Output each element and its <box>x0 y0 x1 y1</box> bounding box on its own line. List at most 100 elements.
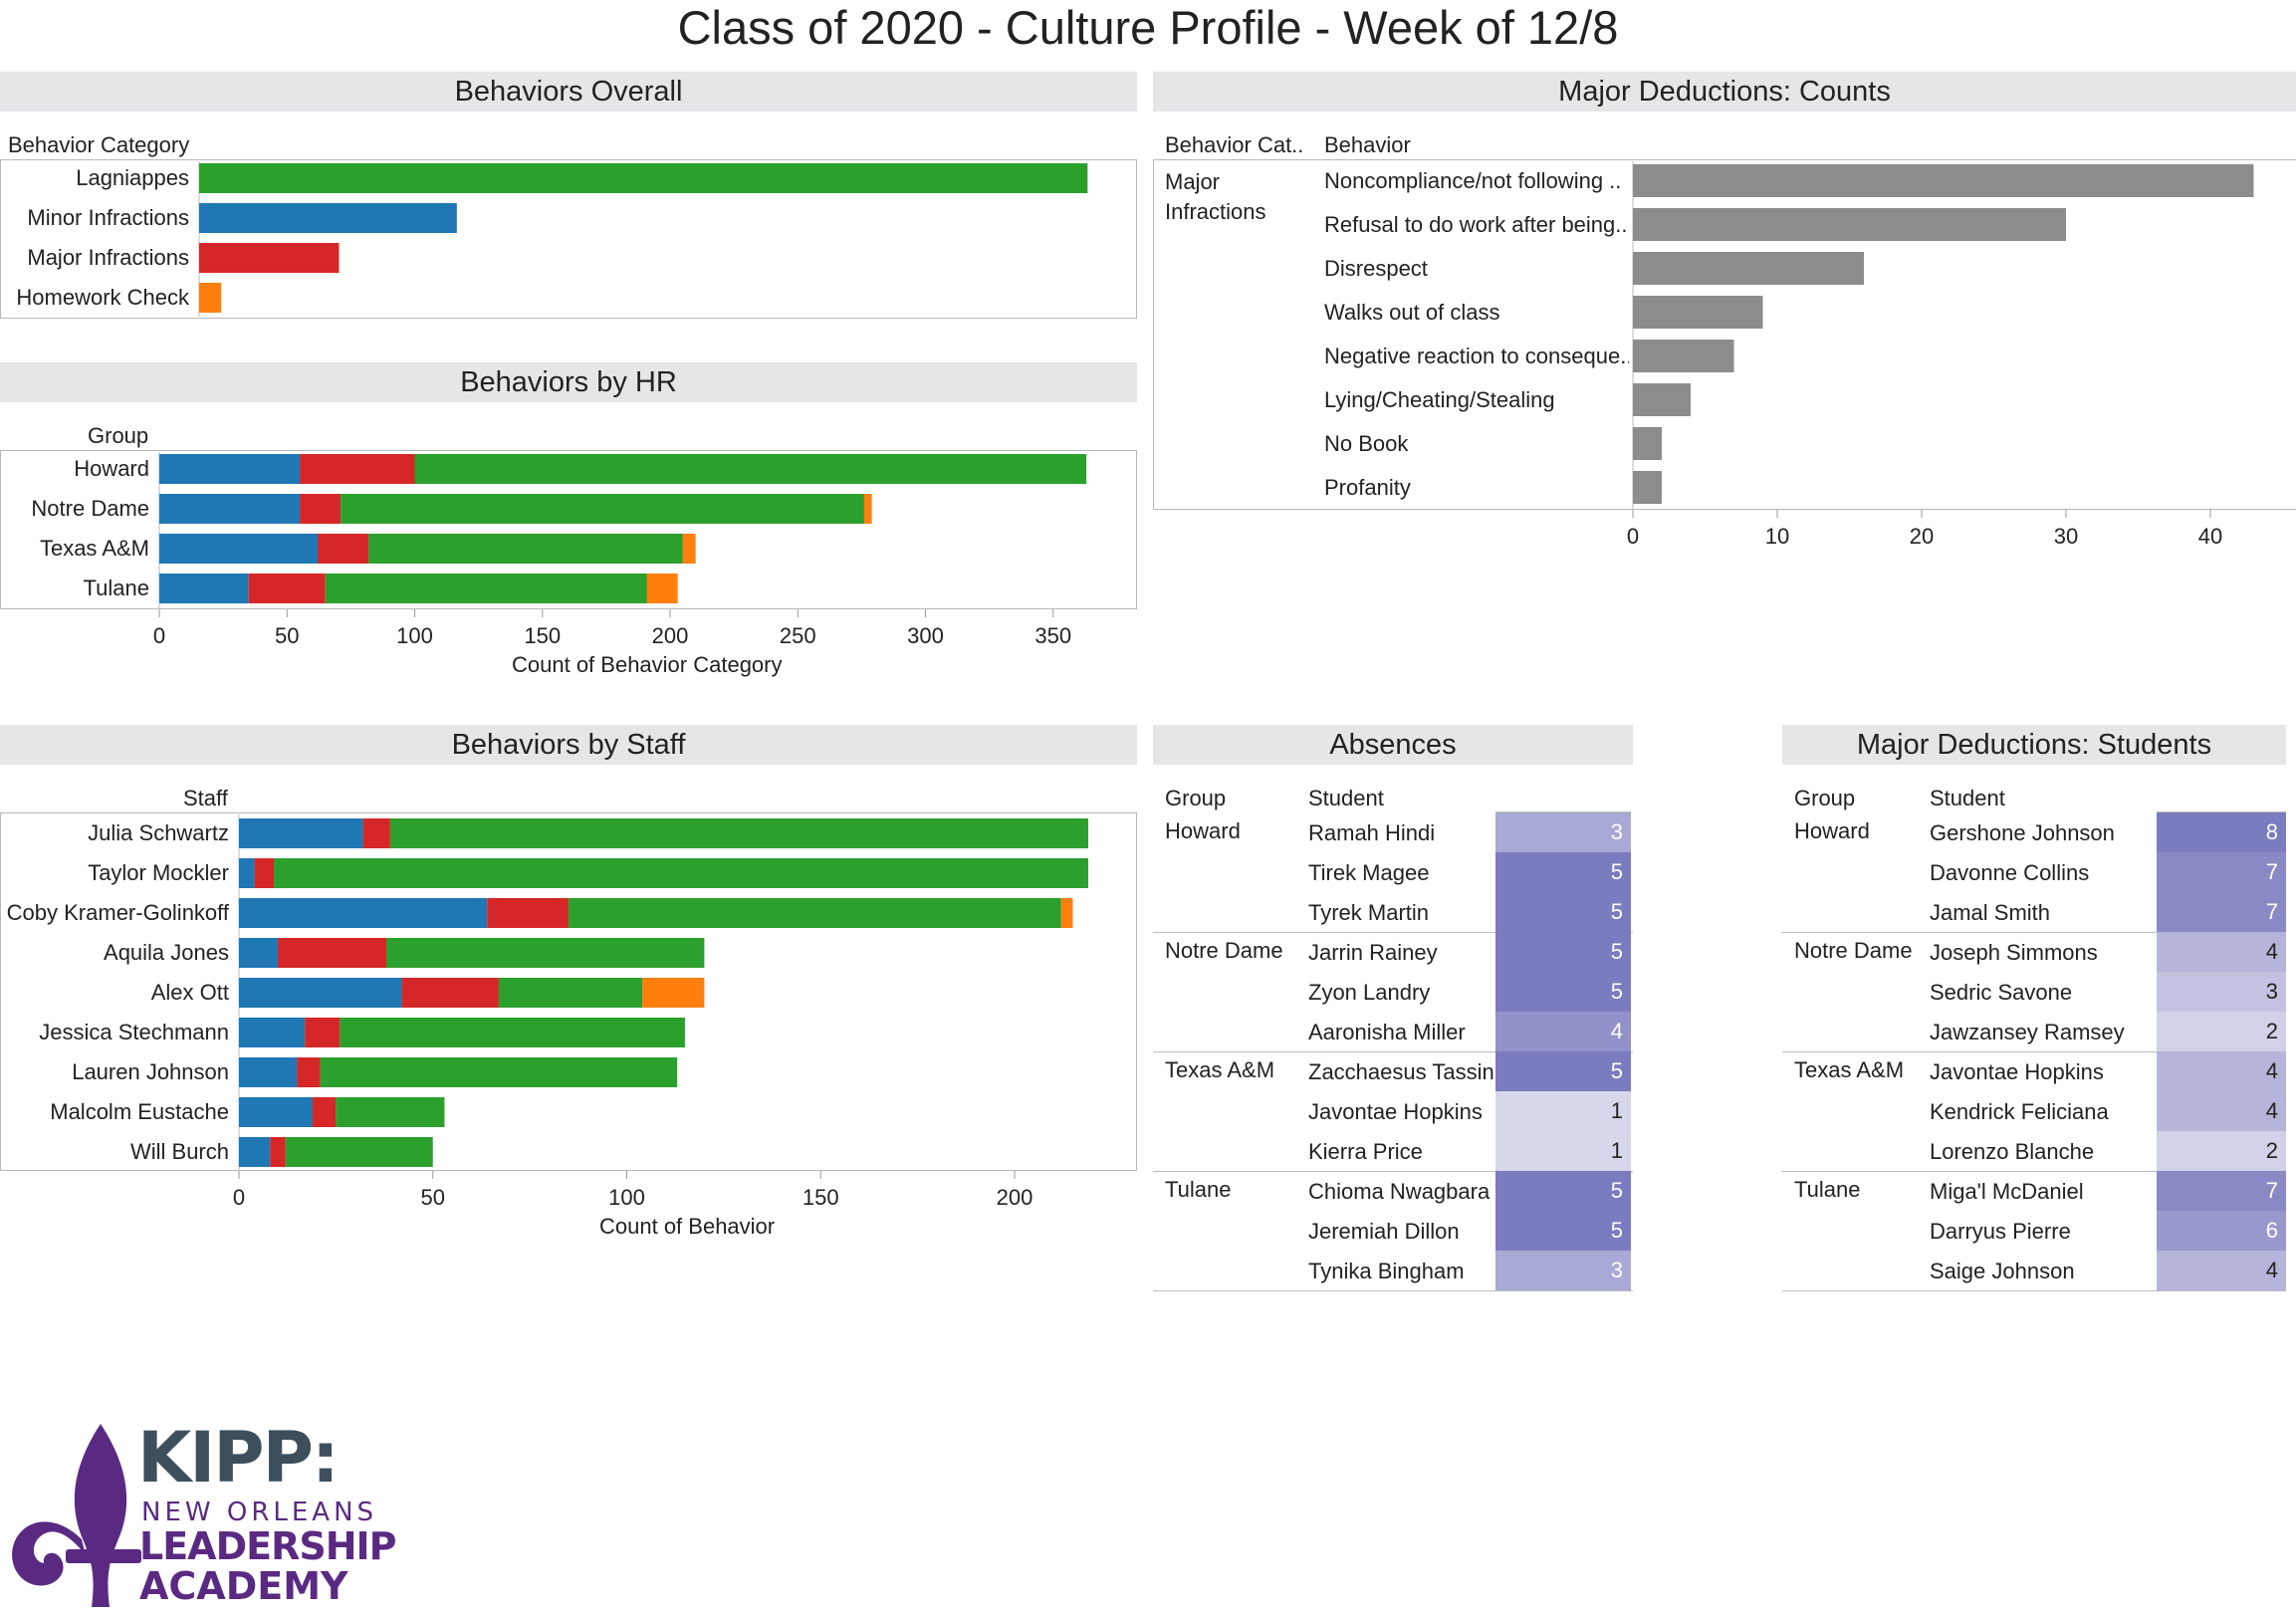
absences-value-cell: 5 <box>1495 1211 1631 1251</box>
deductions-behavior-label: No Book <box>1324 431 1409 456</box>
staff-bar-segment <box>239 978 402 1008</box>
logo-city-text: NEW ORLEANS <box>141 1498 378 1527</box>
staff-bar-segment <box>313 1097 337 1127</box>
staff-x-tick-label: 150 <box>802 1185 839 1210</box>
ded-students-value-cell: 8 <box>2157 812 2286 852</box>
staff-bar-segment <box>277 938 387 968</box>
staff-name-label: Aquila Jones <box>104 940 229 965</box>
staff-bar-segment <box>642 978 705 1008</box>
absences-group-label: Texas A&M <box>1165 1057 1275 1082</box>
ded-students-group-divider <box>1782 1051 2286 1052</box>
absences-group-label: Tulane <box>1165 1177 1232 1202</box>
absences-student-name: Ramah Hindi <box>1308 820 1436 845</box>
deductions-frame <box>1153 159 2296 510</box>
hr-frame <box>0 450 1137 609</box>
hr-row-header: Group <box>88 423 149 448</box>
overall-category-label: Major Infractions <box>27 245 189 270</box>
absences-group-divider <box>1153 1051 1633 1052</box>
absences-value-cell: 1 <box>1495 1091 1631 1131</box>
ded-students-student-name: Gershone Johnson <box>1930 820 2115 845</box>
staff-bar-segment <box>305 1018 341 1047</box>
ded-students-value-cell: 4 <box>2157 1251 2286 1290</box>
ded-students-value-cell: 6 <box>2157 1211 2286 1251</box>
overall-category-label: Minor Infractions <box>27 205 189 230</box>
deductions-bar <box>1633 383 1691 416</box>
staff-bar-segment <box>239 938 278 968</box>
staff-panel-title: Behaviors by Staff <box>0 725 1137 765</box>
absences-value: 5 <box>1610 1178 1623 1203</box>
hr-bar-segment <box>368 534 683 564</box>
ded-students-student-name: Darryus Pierre <box>1930 1219 2071 1244</box>
hr-bar-segment <box>159 494 301 524</box>
ded-students-student-name: Miga'l McDaniel <box>1930 1179 2084 1204</box>
staff-x-tick-label: 100 <box>608 1185 645 1210</box>
fleur-de-lis-icon <box>12 1424 141 1607</box>
absences-group-label: Notre Dame <box>1165 938 1283 963</box>
ded-students-student-name: Saige Johnson <box>1930 1259 2075 1283</box>
hr-bar-segment <box>341 494 864 524</box>
staff-bar-segment <box>297 1057 321 1087</box>
absences-value-cell: 5 <box>1495 852 1631 892</box>
absences-value: 5 <box>1610 1218 1623 1243</box>
hr-bar-segment <box>159 534 319 564</box>
staff-x-tick-label: 200 <box>996 1185 1033 1210</box>
hr-x-tick-label: 300 <box>907 623 944 648</box>
absences-student-name: Javontae Hopkins <box>1308 1099 1483 1124</box>
kipp-logo: KIPP: NEW ORLEANS LEADERSHIP ACADEMY <box>6 1422 404 1611</box>
staff-bar-segment <box>239 858 255 888</box>
staff-bar-segment <box>239 1137 271 1167</box>
overall-bar <box>199 163 1088 193</box>
ded-students-top-border <box>2157 811 2286 812</box>
absences-student-name: Zacchaesus Tassin <box>1308 1059 1494 1084</box>
deductions-bar <box>1633 471 1662 504</box>
hr-bar-segment <box>159 574 249 603</box>
absences-value: 1 <box>1610 1138 1623 1163</box>
staff-bar-segment <box>401 978 499 1008</box>
staff-x-tick-label: 0 <box>232 1185 246 1210</box>
absences-value: 3 <box>1610 819 1623 844</box>
ded-students-group-label: Texas A&M <box>1794 1057 1905 1082</box>
hr-bar-segment <box>159 454 301 484</box>
absences-student-name: Aaronisha Miller <box>1308 1020 1466 1044</box>
ded-students-group-divider <box>1782 1171 2286 1172</box>
hr-x-tick-label: 200 <box>651 623 689 648</box>
ded-students-value: 4 <box>2265 1098 2278 1123</box>
ded-students-student-name: Jamal Smith <box>1930 900 2051 925</box>
deductions-panel-title: Major Deductions: Counts <box>1153 72 2296 112</box>
ded-students-value: 3 <box>2265 979 2278 1004</box>
ded-students-student-name: Jawzansey Ramsey <box>1930 1020 2125 1044</box>
staff-bar-segment <box>239 1018 306 1047</box>
absences-value-cell: 5 <box>1495 1171 1631 1211</box>
absences-student-name: Tyrek Martin <box>1308 900 1430 925</box>
overall-category-label: Homework Check <box>16 285 189 310</box>
staff-bar-segment <box>1060 898 1073 928</box>
ded-students-col-group: Group <box>1794 786 1856 810</box>
deductions-behavior-label: Refusal to do work after being.. <box>1324 212 1628 237</box>
absences-student-name: Kierra Price <box>1308 1139 1423 1164</box>
ded-students-value: 7 <box>2265 1178 2278 1203</box>
absences-student-name: Jeremiah Dillon <box>1308 1219 1460 1244</box>
absences-value-cell: 5 <box>1495 1051 1631 1091</box>
hr-x-tick-label: 50 <box>275 623 300 648</box>
ded-students-value: 4 <box>2265 1058 2278 1083</box>
hr-x-tick-label: 100 <box>396 623 433 648</box>
deductions-behavior-label: Lying/Cheating/Stealing <box>1324 387 1555 412</box>
deductions-col-behavior: Behavior <box>1324 132 1411 157</box>
absences-group-divider <box>1153 1290 1633 1291</box>
staff-bar-segment <box>285 1137 433 1167</box>
ded-students-value: 7 <box>2265 859 2278 884</box>
deductions-x-tick-label: 30 <box>2053 524 2079 549</box>
staff-bar-segment <box>274 858 1089 888</box>
ded-students-group-divider <box>1782 1290 2286 1291</box>
ded-students-student-name: Sedric Savone <box>1930 980 2073 1005</box>
deductions-x-tick-label: 10 <box>1764 524 1790 549</box>
absences-value: 3 <box>1610 1258 1623 1282</box>
ded-students-group-divider <box>1782 932 2286 933</box>
hr-group-label: Notre Dame <box>31 496 149 521</box>
staff-bar-segment <box>487 898 570 928</box>
deductions-x-tick-label: 40 <box>2197 524 2223 549</box>
staff-bar-segment <box>239 818 363 848</box>
logo-kipp-text: KIPP: <box>137 1417 340 1499</box>
hr-x-tick-label: 250 <box>779 623 816 648</box>
